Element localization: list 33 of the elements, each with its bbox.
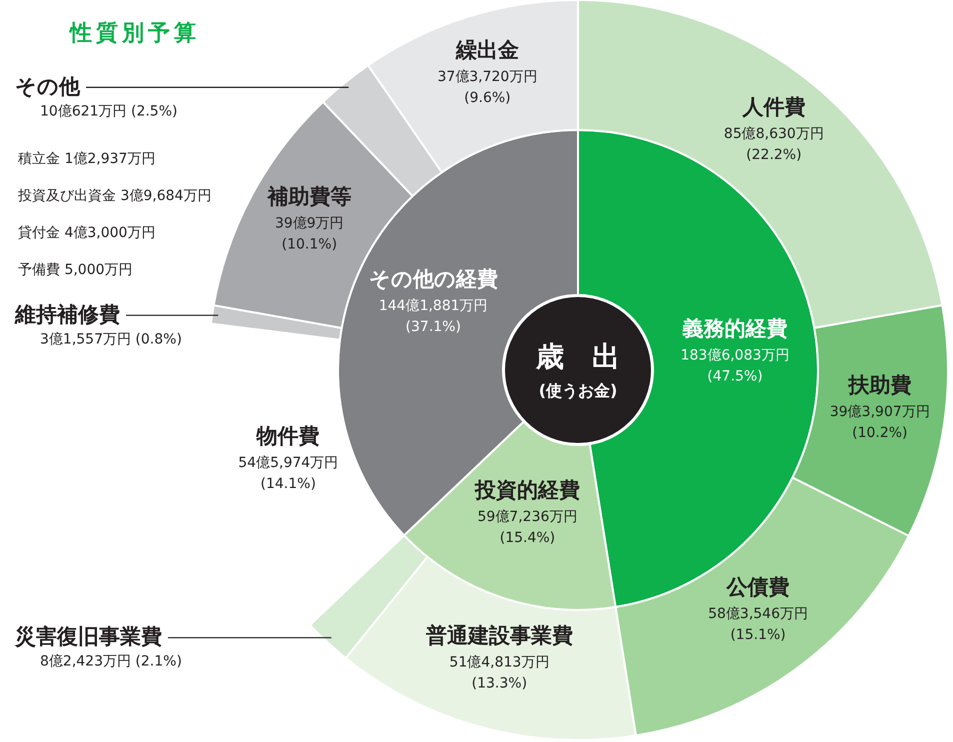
data-label: 54億5,974万円 (14.1%) <box>238 455 338 492</box>
text: 積立金 1億2,937万円 <box>18 151 156 167</box>
text: 歳 出 <box>535 340 620 373</box>
text: (使うお金) <box>538 381 618 400</box>
slice-label: 人件費 <box>741 95 806 120</box>
data-label: 59億7,236万円 (15.4%) <box>478 509 578 546</box>
slice-label: 公債費 <box>726 575 790 600</box>
data-label: 10億621万円 (2.5%) <box>40 103 178 120</box>
data-label: 51億4,813万円 (13.3%) <box>449 654 550 692</box>
data-label: 144億1,881万円 (37.1%) <box>378 298 488 335</box>
slice-label: 維持補修費 <box>14 302 120 326</box>
slice-label: 扶助費 <box>847 372 912 397</box>
slice-label: 義務的経費 <box>682 316 788 341</box>
slice-label: 物件費 <box>256 424 320 448</box>
text: 性質別予算 <box>68 20 200 46</box>
text: 予備費 5,000万円 <box>18 262 133 278</box>
data-label: 85億8,630万円 (22.2%) <box>724 126 824 164</box>
data-label: 3億1,557万円 (0.8%) <box>40 331 182 348</box>
slice-label: 災害復旧事業費 <box>14 624 162 649</box>
slice-label: その他の経費 <box>368 266 498 291</box>
slice-label: 投資的経費 <box>474 478 580 502</box>
data-label: 37億3,720万円 (9.6%) <box>437 68 538 106</box>
slice-label: その他 <box>15 74 81 98</box>
data-label: 58億3,546万円 (15.1%) <box>708 606 808 644</box>
data-label: 183億6,083万円 (47.5%) <box>680 348 790 385</box>
slice-label: 補助費等 <box>266 184 352 209</box>
text: 投資及び出資金 3億9,684万円 <box>17 188 212 204</box>
slice-label: 普通建設事業費 <box>424 624 573 648</box>
slice-label: 繰出金 <box>454 38 519 62</box>
text: 貸付金 4億3,000万円 <box>18 225 156 241</box>
data-label: 39億9万円 (10.1%) <box>274 216 344 253</box>
data-label: 39億3,907万円 (10.2%) <box>830 404 930 441</box>
data-label: 8億2,423万円 (2.1%) <box>40 654 182 670</box>
